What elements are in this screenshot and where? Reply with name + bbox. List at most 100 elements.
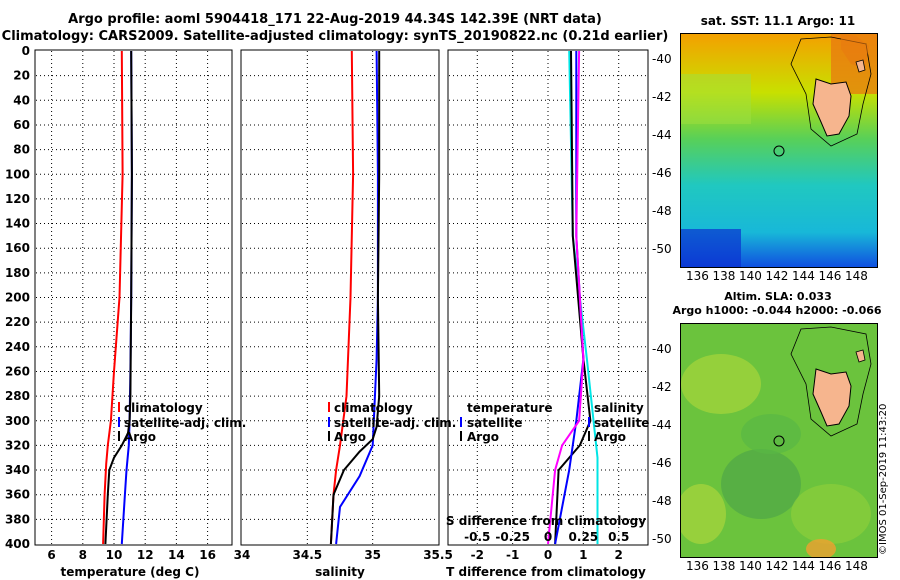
x2-tick-label: -0.25 [495, 530, 530, 544]
map-lon-tick-label: 142 [765, 269, 789, 283]
map-lon-tick-label: 138 [712, 559, 736, 573]
legend-salinity-heading: salinity [594, 401, 644, 415]
difference-panel-frame [447, 49, 649, 546]
salinity-axis-label: salinity [315, 565, 365, 579]
legend-argo-swatch [328, 431, 330, 441]
map-lat-tick-label: -42 [652, 380, 672, 394]
legend-argo-label: Argo [334, 430, 366, 444]
legend-s-satellite-label: satellite [594, 416, 649, 430]
x-tick-label: 10 [106, 548, 123, 562]
map-lon-tick-label: 148 [845, 559, 868, 573]
argo-position-marker [773, 145, 785, 157]
map-lat-tick-label: -44 [652, 418, 672, 432]
depth-tick-label: 340 [5, 463, 30, 477]
legend-t-satellite-swatch [460, 417, 462, 427]
depth-tick-label: 160 [5, 241, 30, 255]
tick-layer: 0204060801001201401601802002202402602803… [5, 44, 629, 562]
map-lon-tick-label: 136 [686, 269, 709, 283]
legend-argo-label: Argo [124, 430, 156, 444]
s-difference-axis-label: S difference from climatology [446, 514, 646, 528]
x-tick-label: 6 [47, 548, 55, 562]
sla-map-title-1: Altim. SLA: 0.033 [724, 290, 832, 303]
map-lon-tick-label: 138 [712, 269, 736, 283]
depth-tick-label: 380 [5, 512, 30, 526]
temperature-legend: climatology satellite-adj. clim. Argo [118, 401, 246, 444]
depth-tick-label: 0 [22, 44, 30, 58]
imos-credit: ©IMOS 01-Sep-2019 11:43:20 [878, 403, 889, 555]
x2-tick-label: 0.25 [569, 530, 599, 544]
x-tick-label: 12 [137, 548, 154, 562]
depth-tick-label: 80 [13, 143, 30, 157]
depth-tick-label: 320 [5, 438, 30, 452]
sst-map-image [681, 34, 877, 267]
map-lat-tick-label: -46 [652, 166, 672, 180]
legend-climatology-label: climatology [334, 401, 413, 415]
x2-tick-label: -0.5 [464, 530, 490, 544]
series-argo [104, 50, 133, 545]
legend-climatology-swatch [328, 402, 330, 412]
temperature-panel-frame [34, 49, 233, 546]
legend-t-satellite-label: satellite [467, 416, 522, 430]
depth-tick-label: 140 [5, 217, 30, 231]
map-lon-tick-label: 146 [818, 559, 842, 573]
map-lon-tick-label: 144 [792, 269, 815, 283]
legend-t-argo-swatch [460, 431, 462, 441]
grid-layer [36, 51, 647, 544]
legend-satellite-swatch [328, 417, 330, 427]
x2-tick-label: 0 [544, 530, 552, 544]
difference-legend-right: salinity satellite Argo [588, 401, 649, 444]
x-tick-label: 2 [615, 548, 623, 562]
map-lat-tick-label: -46 [652, 456, 672, 470]
depth-tick-label: 220 [5, 315, 30, 329]
difference-legend-left: temperature satellite Argo [460, 401, 552, 444]
series-t-argo [554, 50, 592, 545]
legend-argo-swatch [118, 431, 120, 441]
x-tick-label: 14 [168, 548, 185, 562]
legend-satellite-label: satellite-adj. clim. [334, 416, 456, 430]
series-argo [329, 51, 381, 545]
depth-tick-label: 40 [13, 93, 30, 107]
map-lon-tick-label: 142 [765, 559, 789, 573]
map-lat-tick-label: -44 [652, 128, 672, 142]
sla-map-title-2: Argo h1000: -0.044 h2000: -0.066 [672, 304, 882, 317]
tasmania-shape [812, 78, 852, 137]
depth-tick-label: 120 [5, 192, 30, 206]
legend-s-argo-label: Argo [594, 430, 626, 444]
map-lat-tick-label: -40 [652, 52, 672, 66]
legend-s-satellite-swatch [588, 417, 590, 427]
argo-position-marker [773, 435, 785, 447]
legend-climatology-swatch [118, 402, 120, 412]
x-tick-label: -2 [471, 548, 484, 562]
sla-map [680, 323, 878, 558]
sla-map-image [681, 324, 877, 557]
depth-tick-label: 360 [5, 488, 30, 502]
map-lon-tick-label: 146 [818, 269, 842, 283]
legend-t-argo-label: Argo [467, 430, 499, 444]
map-lat-tick-label: -48 [652, 204, 672, 218]
x-tick-label: 16 [199, 548, 216, 562]
depth-tick-label: 180 [5, 266, 30, 280]
sst-map [680, 33, 878, 268]
salinity-panel-frame [240, 49, 440, 546]
legend-s-argo-swatch [588, 431, 590, 441]
x-tick-label: -1 [506, 548, 519, 562]
x-tick-label: 34.5 [293, 548, 323, 562]
x-tick-label: 34 [234, 548, 251, 562]
legend-climatology-label: climatology [124, 401, 203, 415]
depth-tick-label: 100 [5, 167, 30, 181]
map-lon-tick-label: 140 [739, 269, 762, 283]
map-lon-tick-label: 148 [845, 269, 868, 283]
series-satellite-adj-clim- [335, 50, 379, 545]
map-lat-tick-label: -48 [652, 494, 672, 508]
map-lon-tick-label: 136 [686, 559, 709, 573]
title-line-2: Climatology: CARS2009. Satellite-adjuste… [1, 29, 669, 44]
depth-tick-label: 260 [5, 364, 30, 378]
depth-tick-label: 240 [5, 340, 30, 354]
legend-temperature-heading: temperature [467, 401, 552, 415]
series-s-argo [547, 50, 585, 545]
map-lat-tick-label: -50 [652, 532, 672, 546]
map-lon-tick-label: 144 [792, 559, 815, 573]
x-tick-label: 1 [579, 548, 587, 562]
map-lat-tick-label: -40 [652, 342, 672, 356]
